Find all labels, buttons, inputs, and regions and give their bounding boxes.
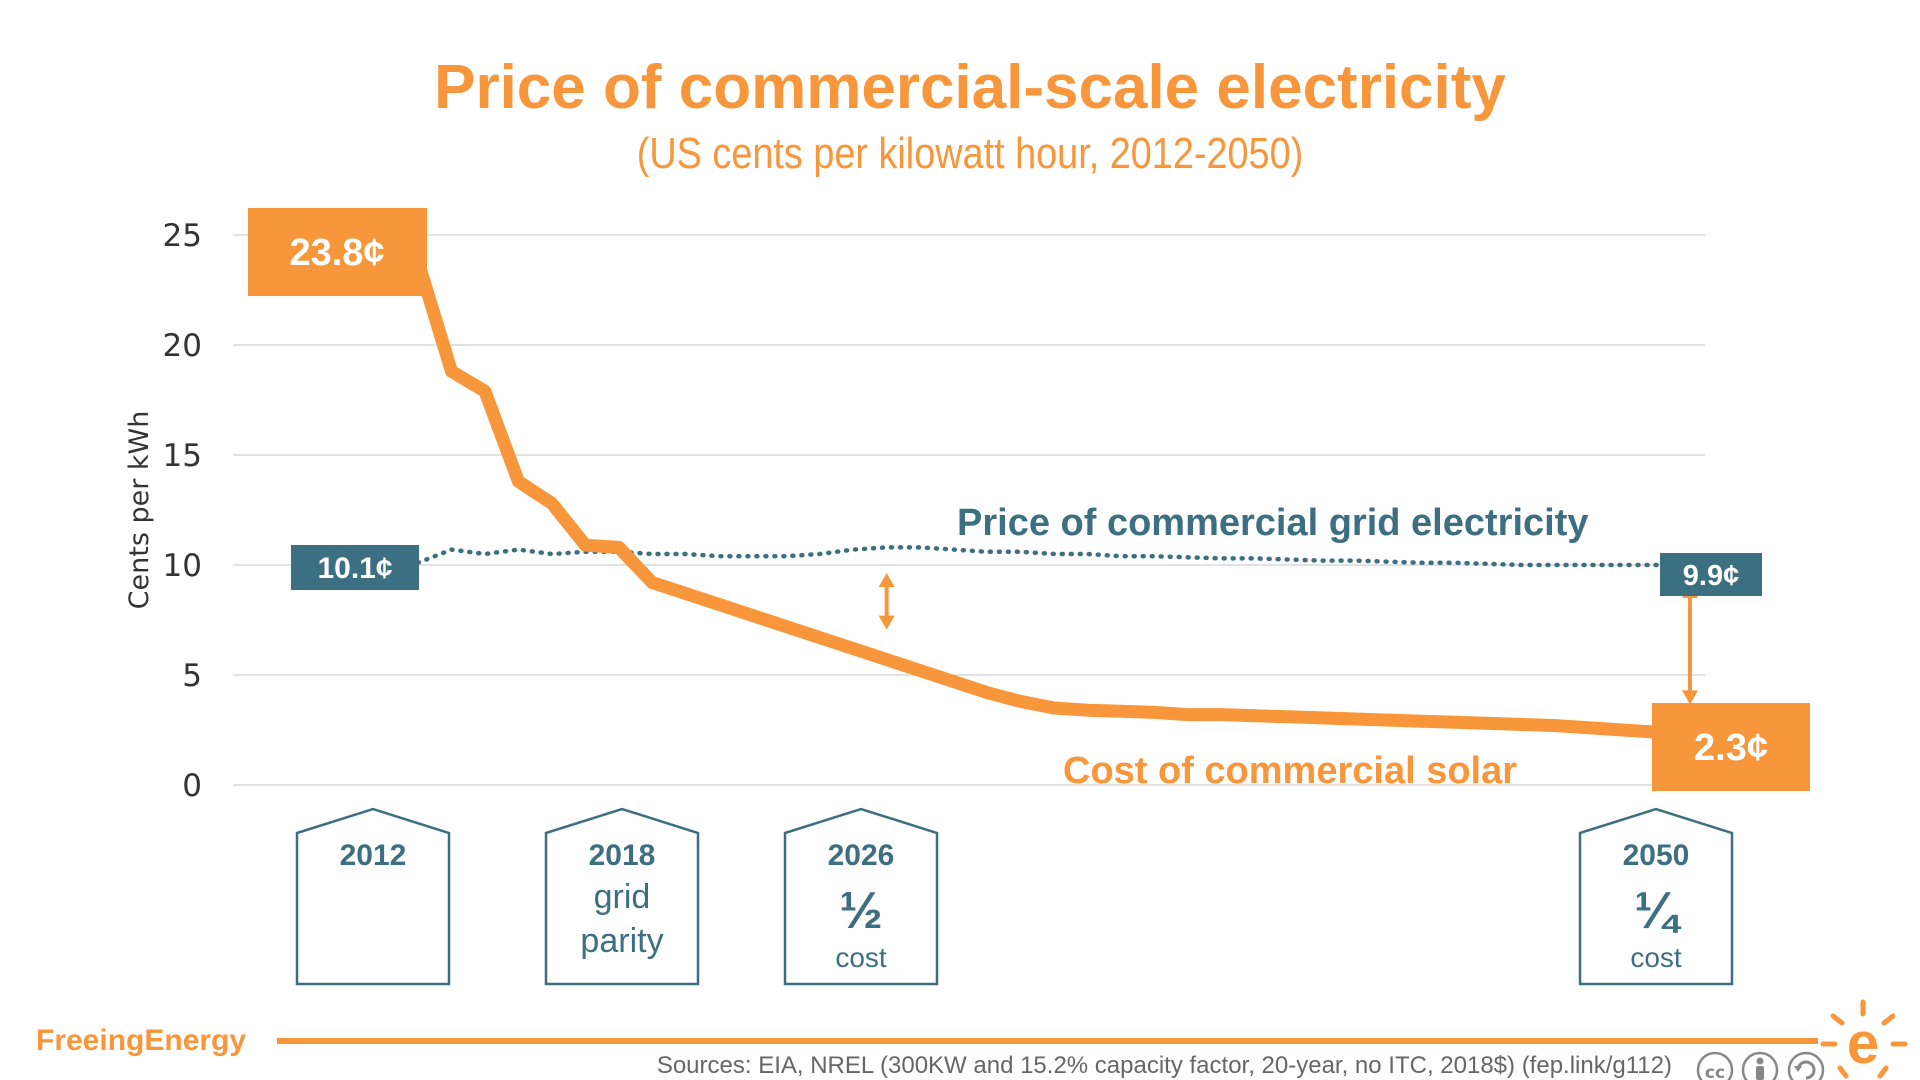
- milestone-2018: 2018 grid parity: [544, 807, 700, 986]
- solar-cost-line: [411, 259, 1691, 741]
- gap-arrow-2026: [878, 573, 895, 630]
- logo-letter: e: [1847, 1011, 1879, 1076]
- chart-title: Price of commercial-scale electricity: [434, 53, 1506, 122]
- y-tick-label: 20: [163, 328, 202, 364]
- milestone-year: 2012: [340, 839, 407, 872]
- share-alike-icon: [1787, 1051, 1825, 1080]
- milestone-2012: 2012: [295, 807, 451, 986]
- value-label-text: 9.9¢: [1683, 560, 1739, 592]
- series-label-grid: Price of commercial grid electricity: [957, 502, 1589, 544]
- value-label-solar-end: 2.3¢: [1652, 703, 1810, 791]
- gap-arrow-2050: [1682, 584, 1698, 705]
- y-tick-label: 0: [182, 768, 202, 804]
- svg-text:cc: cc: [1705, 1063, 1725, 1080]
- freeing-energy-logo-icon: e: [1820, 999, 1908, 1079]
- milestone-year: 2018: [589, 839, 656, 872]
- milestone-2050: 2050 ¼ cost: [1578, 807, 1734, 986]
- grid-lines: [233, 234, 1705, 786]
- value-label-solar-start: 23.8¢: [248, 208, 427, 296]
- value-label-text: 23.8¢: [289, 232, 384, 274]
- y-tick-label: 25: [163, 218, 202, 254]
- y-ticks: 0 5 10 15 20 25: [163, 218, 202, 804]
- value-label-grid-end: 9.9¢: [1660, 553, 1762, 596]
- y-axis-label: Cents per kWh: [124, 411, 155, 610]
- y-tick-label: 15: [163, 438, 202, 474]
- milestone-2026: 2026 ½ cost: [783, 807, 939, 986]
- milestone-fraction: ¼: [1634, 882, 1681, 940]
- by-icon: [1741, 1051, 1779, 1080]
- milestone-sub: cost: [1630, 942, 1682, 973]
- value-label-text: 2.3¢: [1694, 727, 1768, 769]
- milestone-year: 2050: [1623, 839, 1690, 872]
- chart-subtitle: (US cents per kilowatt hour, 2012-2050): [637, 128, 1303, 177]
- series-label-solar: Cost of commercial solar: [1063, 750, 1517, 792]
- milestone-line-1: grid: [594, 878, 651, 916]
- value-label-text: 10.1¢: [317, 552, 392, 585]
- sources-text: Sources: EIA, NREL (300KW and 15.2% capa…: [657, 1052, 1672, 1079]
- y-tick-label: 10: [163, 548, 202, 584]
- brand-name: FreeingEnergy: [36, 1024, 246, 1057]
- cc-icon: cc: [1696, 1051, 1734, 1080]
- gap-arrows: [878, 573, 1698, 705]
- value-label-grid-start: 10.1¢: [291, 545, 419, 590]
- milestone-line-2: parity: [580, 922, 663, 960]
- milestone-year: 2026: [828, 839, 895, 872]
- milestone-fraction: ½: [839, 882, 882, 940]
- milestone-sub: cost: [835, 942, 887, 973]
- y-tick-label: 5: [182, 658, 202, 694]
